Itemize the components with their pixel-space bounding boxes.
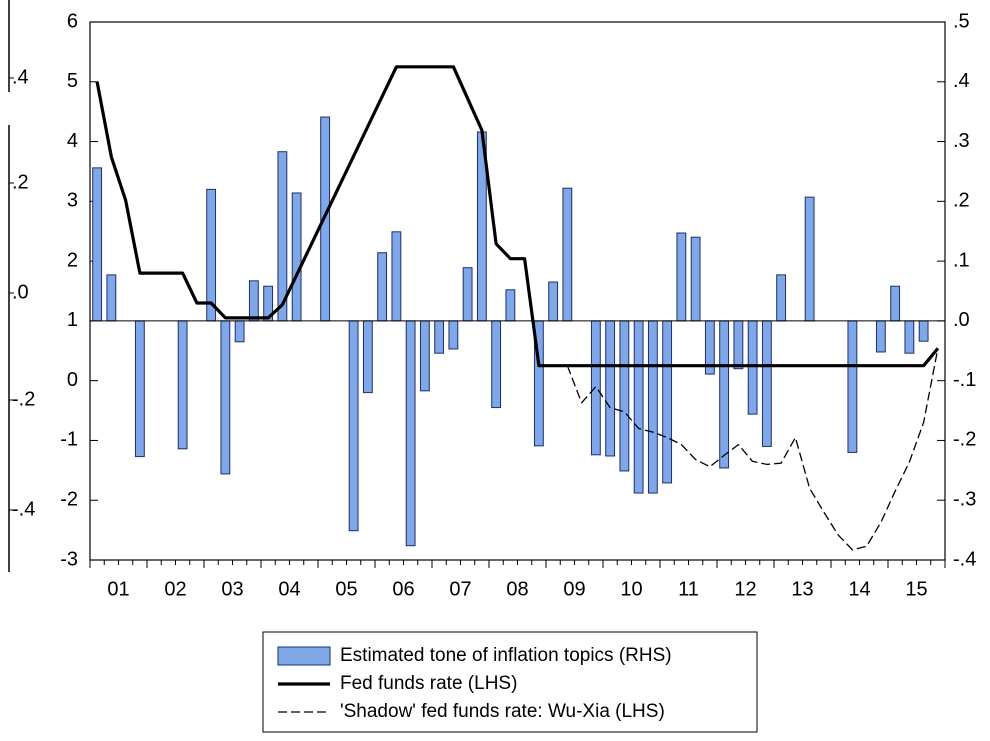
line xyxy=(95,65,940,368)
bar xyxy=(391,231,402,322)
bar xyxy=(590,320,601,456)
x-tick-label: 08 xyxy=(506,578,528,600)
bar xyxy=(134,320,145,458)
bar xyxy=(448,320,459,350)
legend-box xyxy=(262,631,758,733)
bar xyxy=(291,192,302,322)
y2-tick-label: .5 xyxy=(953,10,970,32)
stray-tick-label: .4 xyxy=(12,66,29,88)
bar xyxy=(662,320,673,484)
bar xyxy=(348,320,359,532)
x-tick-label: 02 xyxy=(164,578,186,600)
y-tick-label: -2 xyxy=(60,489,78,511)
bar xyxy=(676,232,687,322)
legend-swatch xyxy=(277,646,331,666)
bar xyxy=(362,320,373,394)
x-tick-label: 03 xyxy=(221,578,243,600)
x-tick-label: 05 xyxy=(335,578,357,600)
bar xyxy=(434,320,445,354)
bar xyxy=(220,320,231,475)
bar xyxy=(206,188,217,322)
legend-label: Estimated tone of inflation topics (RHS) xyxy=(340,645,672,666)
x-tick-label: 13 xyxy=(791,578,813,600)
bar xyxy=(419,320,430,392)
stray-tick-label: .2 xyxy=(12,171,29,193)
bar xyxy=(491,320,502,409)
y2-tick-label: .1 xyxy=(953,249,970,271)
bar xyxy=(106,274,117,322)
y-tick-label: 4 xyxy=(67,130,78,152)
bar xyxy=(719,320,730,469)
y2-tick-label: .0 xyxy=(953,309,970,331)
bar xyxy=(234,320,245,343)
legend-label: Fed funds rate (LHS) xyxy=(340,673,517,694)
bar xyxy=(776,274,787,322)
bar xyxy=(761,320,772,447)
y2-tick-label: -.3 xyxy=(953,489,976,511)
y-tick-label: 3 xyxy=(67,190,78,212)
stray-tick-label: -.4 xyxy=(12,498,35,520)
x-tick-label: 07 xyxy=(449,578,471,600)
bar xyxy=(505,289,516,322)
bar xyxy=(405,320,416,547)
bar xyxy=(462,267,473,322)
y-tick-label: 0 xyxy=(67,369,78,391)
y2-tick-label: .4 xyxy=(953,70,970,92)
bar xyxy=(904,320,915,354)
stray-tick-label: .0 xyxy=(12,281,29,303)
y2-tick-label: .2 xyxy=(953,190,970,212)
bar xyxy=(890,285,901,322)
stray-tick-label: -.2 xyxy=(12,388,35,410)
bar xyxy=(177,320,188,450)
x-tick-label: 12 xyxy=(734,578,756,600)
y-tick-label: 2 xyxy=(67,249,78,271)
bar xyxy=(377,252,388,322)
x-tick-label: 10 xyxy=(620,578,642,600)
bar xyxy=(647,320,658,494)
bar xyxy=(548,281,559,322)
bar xyxy=(605,320,616,457)
bar xyxy=(847,320,858,453)
bar xyxy=(248,280,259,322)
bar xyxy=(747,320,758,415)
legend-label: 'Shadow' fed funds rate: Wu-Xia (LHS) xyxy=(340,701,665,722)
y2-tick-label: -.1 xyxy=(953,369,976,391)
x-tick-label: 09 xyxy=(563,578,585,600)
x-tick-label: 04 xyxy=(278,578,300,600)
bar xyxy=(918,320,929,342)
y2-tick-label: -.2 xyxy=(953,429,976,451)
plot-frame xyxy=(89,21,946,561)
bar xyxy=(633,320,644,494)
y2-tick-label: -.4 xyxy=(953,548,976,570)
bar xyxy=(875,320,886,353)
line xyxy=(566,348,939,551)
bar xyxy=(92,167,103,322)
bar xyxy=(804,196,815,322)
y-tick-label: 5 xyxy=(67,70,78,92)
bar xyxy=(690,236,701,322)
bar xyxy=(733,320,744,370)
x-tick-label: 11 xyxy=(678,578,699,600)
bar xyxy=(562,187,573,322)
y-tick-label: 1 xyxy=(67,309,78,331)
legend: Estimated tone of inflation topics (RHS)… xyxy=(262,631,758,733)
x-tick-label: 01 xyxy=(107,578,129,600)
bar xyxy=(619,320,630,472)
y-tick-label: 6 xyxy=(67,10,78,32)
y-tick-label: -1 xyxy=(60,429,78,451)
y-tick-label: -3 xyxy=(60,548,78,570)
x-tick-label: 14 xyxy=(848,578,870,600)
x-tick-label: 06 xyxy=(392,578,414,600)
y2-tick-label: .3 xyxy=(953,130,970,152)
x-tick-label: 15 xyxy=(905,578,927,600)
